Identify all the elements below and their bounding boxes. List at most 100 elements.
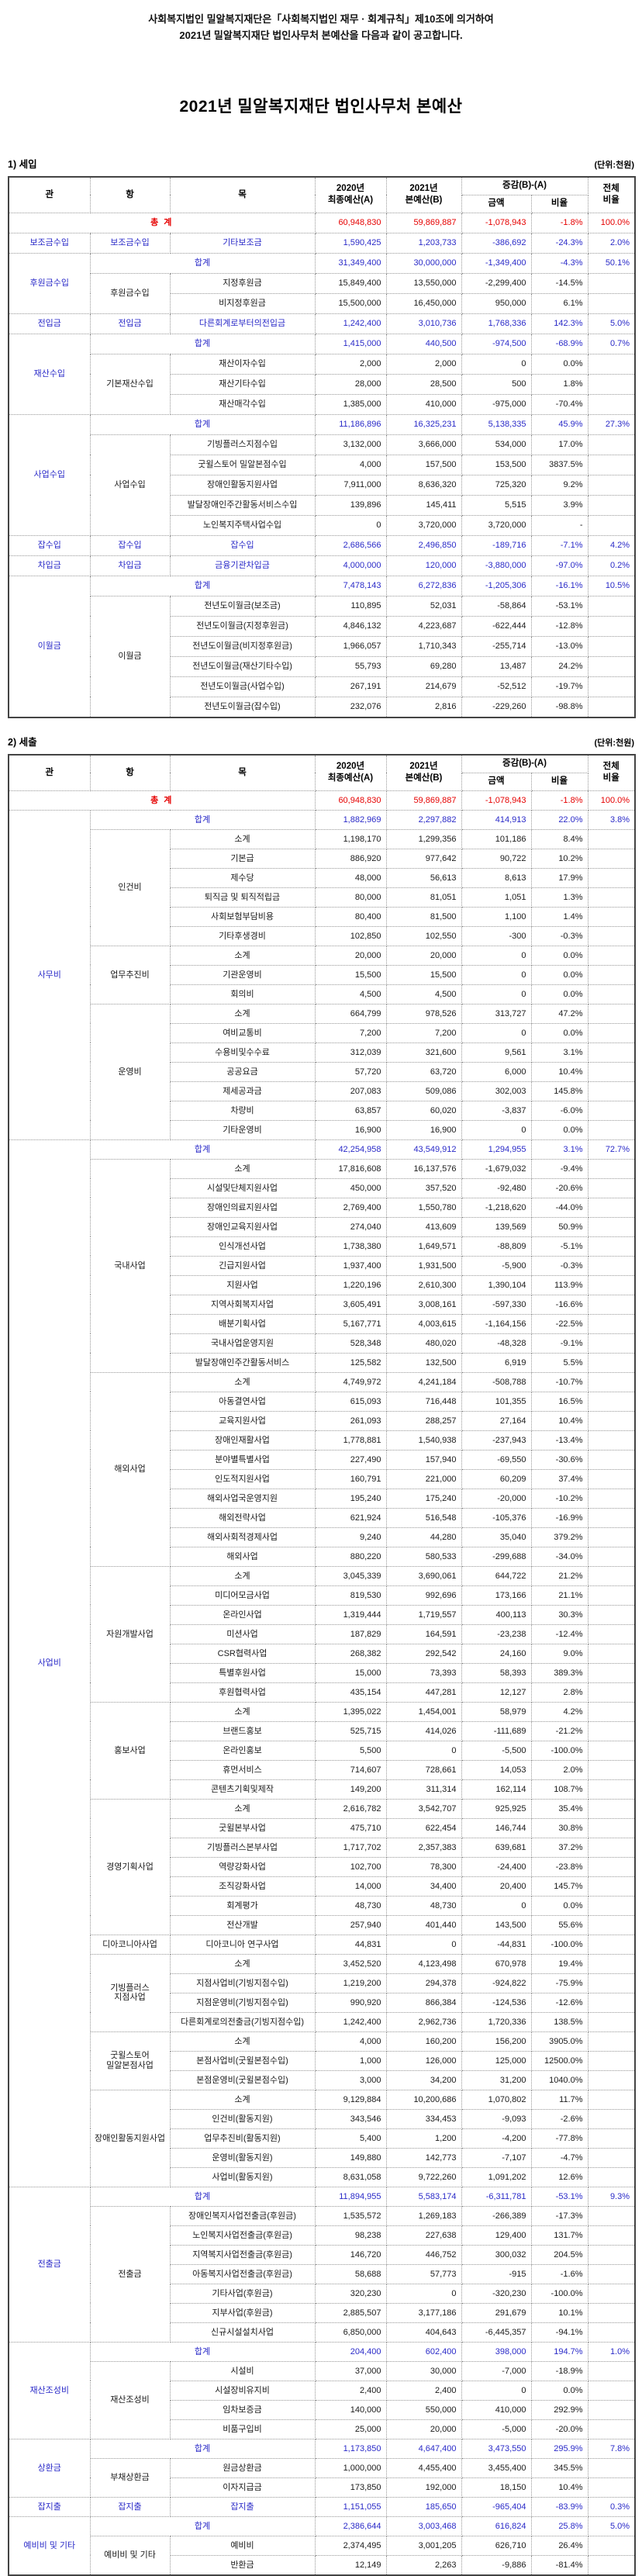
budget-2020-cell: 14,000	[314, 1876, 387, 1897]
budget-2020-cell: 6,850,000	[314, 2322, 387, 2343]
change-ratio-cell: 2.8%	[530, 1682, 588, 1703]
gwan-cell: 사무비	[8, 809, 91, 1140]
mok-cell: 디아코니아 연구사업	[169, 1934, 316, 1955]
budget-2020-cell: 1,738,380	[314, 1236, 387, 1257]
change-amount-cell: -300	[461, 925, 532, 946]
expenditure-section-label: 2) 세출	[8, 736, 37, 748]
total-ratio-cell	[587, 1837, 636, 1858]
col-header-amount: 금액	[461, 772, 532, 791]
table-row: 휴먼서비스 714,607 728,661 14,053 2.0%	[9, 1759, 636, 1780]
budget-2021-cell: 63,720	[385, 1061, 462, 1082]
budget-2021-cell: 120,000	[385, 555, 462, 576]
mok-cell: 수용비및수수료	[169, 1042, 316, 1063]
table-row: 온라인사업 1,319,444 1,719,557 400,113 30.3%	[9, 1604, 636, 1625]
table-row: 전년도이월금(지정후원금) 4,846,132 4,223,687 -622,444-…	[9, 615, 636, 637]
mok-cell: 차량비	[169, 1100, 316, 1121]
change-ratio-cell: -1.8%	[530, 790, 588, 811]
total-ratio-cell	[587, 434, 636, 455]
budget-2021-cell: 10,200,686	[385, 2089, 462, 2110]
total-ratio-cell	[587, 2283, 636, 2304]
budget-2020-cell: 5,400	[314, 2128, 387, 2149]
total-ratio-cell	[587, 2205, 636, 2226]
table-row: 전산개발 257,940 401,440 143,500 55.6%	[9, 1914, 636, 1935]
budget-2020-cell: 615,093	[314, 1391, 387, 1412]
total-ratio-cell	[587, 1817, 636, 1838]
gwan-cell: 예비비 및 기타	[8, 2515, 91, 2576]
table-row: 기타사업(후원금) 320,230 0 -320,230 -100.0%	[9, 2283, 636, 2304]
change-ratio-cell: -10.7%	[530, 1371, 588, 1392]
change-ratio-cell: 17.9%	[530, 867, 588, 888]
table-row: 해외전략사업 621,924 516,548 -105,376 -16.9%	[9, 1507, 636, 1528]
change-ratio-cell: 10.4%	[530, 1410, 588, 1431]
change-ratio-cell: 9.2%	[530, 474, 588, 496]
budget-2020-cell: 15,500	[314, 964, 387, 985]
budget-2020-cell: 11,186,896	[314, 413, 387, 435]
mok-cell: 합계	[89, 2186, 316, 2207]
budget-2020-cell: 55,793	[314, 655, 387, 677]
gwan-cell: 상환금	[8, 2438, 91, 2498]
change-amount-cell: 143,500	[461, 1914, 532, 1935]
table-row: 굿윌스토어 밀알본점수입 4,000 157,500 153,500 3837.5%	[9, 454, 636, 475]
total-ratio-cell	[587, 1197, 636, 1218]
mok-cell: 미션사업	[169, 1623, 316, 1644]
budget-2020-cell: 160,791	[314, 1468, 387, 1489]
budget-2020-cell: 990,920	[314, 1992, 387, 2013]
budget-2021-cell: 977,642	[385, 848, 462, 869]
table-row: 지점운영비(기빙지점수입) 990,920 866,384 -124,536 -12.6…	[9, 1992, 636, 2013]
col-header-change: 증감(B)-(A)	[461, 176, 588, 195]
change-ratio-cell: 142.3%	[530, 313, 588, 334]
budget-2020-cell: 102,700	[314, 1856, 387, 1877]
change-ratio-cell: -1.6%	[530, 2263, 588, 2284]
change-ratio-cell: 0.0%	[530, 2380, 588, 2401]
change-ratio-cell: 389.3%	[530, 1662, 588, 1683]
change-ratio-cell: -20.6%	[530, 1177, 588, 1198]
budget-2020-cell: 7,200	[314, 1022, 387, 1043]
budget-2021-cell: 3,001,205	[385, 2535, 462, 2556]
col-header-hang: 항	[89, 176, 171, 213]
budget-2020-cell: 2,885,507	[314, 2302, 387, 2323]
mok-cell: 여비교통비	[169, 1022, 316, 1043]
mok-cell: 기타보조금	[169, 232, 316, 254]
change-ratio-cell: -81.4%	[530, 2554, 588, 2576]
total-ratio-cell: 27.3%	[587, 413, 636, 435]
budget-2020-cell: 621,924	[314, 1507, 387, 1528]
table-row: 후원협력사업 435,154 447,281 12,127 2.8%	[9, 1682, 636, 1703]
col-header-total-ratio: 전체 비율	[587, 754, 636, 791]
hang-cell: 경영기획사업	[89, 1798, 171, 1935]
mok-cell: 소계	[169, 2031, 316, 2052]
total-ratio-cell	[587, 393, 636, 415]
total-ratio-cell	[587, 2244, 636, 2265]
table-row: 조직강화사업 14,000 34,400 20,400 145.7%	[9, 1876, 636, 1897]
change-ratio-cell: -1.8%	[530, 212, 588, 233]
change-amount-cell: 5,515	[461, 494, 532, 516]
change-ratio-cell: -17.3%	[530, 2205, 588, 2226]
total-ratio-cell	[587, 2225, 636, 2246]
table-row: 미디어모금사업 819,530 992,696 173,166 21.1%	[9, 1585, 636, 1606]
mok-cell: 굿윌스토어 밀알본점수입	[169, 454, 316, 475]
total-ratio-cell	[587, 964, 636, 985]
change-amount-cell: -5,000	[461, 2419, 532, 2439]
total-ratio-cell: 5.0%	[587, 313, 636, 334]
total-ratio-cell	[587, 1430, 636, 1451]
change-ratio-cell: -13.4%	[530, 1430, 588, 1451]
col-header-budget2020: 2020년 최종예산(A)	[314, 176, 387, 213]
change-ratio-cell: 1.4%	[530, 906, 588, 927]
total-ratio-cell	[587, 1003, 636, 1024]
mok-cell: 배분기획사업	[169, 1313, 316, 1334]
change-amount-cell: 1,100	[461, 906, 532, 927]
table-row: 지부사업(후원금) 2,885,507 3,177,186 291,679 10.1%	[9, 2302, 636, 2323]
budget-2021-cell: 3,720,000	[385, 514, 462, 536]
gwan-cell: 전입금	[8, 313, 91, 334]
total-ratio-cell	[587, 1177, 636, 1198]
total-ratio-cell	[587, 1022, 636, 1043]
revenue-section-bar: 1) 세입 (단위:천원)	[8, 156, 634, 171]
table-row: 국내사업 소계 17,816,608 16,137,576 -1,679,032 -9.4…	[9, 1158, 636, 1373]
change-ratio-cell: 22.0%	[530, 809, 588, 830]
budget-2020-cell: 5,500	[314, 1740, 387, 1761]
budget-2020-cell: 28,000	[314, 373, 387, 395]
change-ratio-cell: 16.5%	[530, 1391, 588, 1412]
table-row: 이월금 전년도이월금(보조금) 110,895 52,031 -58,864 -53.1%	[9, 595, 636, 718]
budget-2021-cell: 57,773	[385, 2263, 462, 2284]
hang-cell: 잡지출	[89, 2496, 171, 2517]
budget-2021-cell: 142,773	[385, 2147, 462, 2168]
